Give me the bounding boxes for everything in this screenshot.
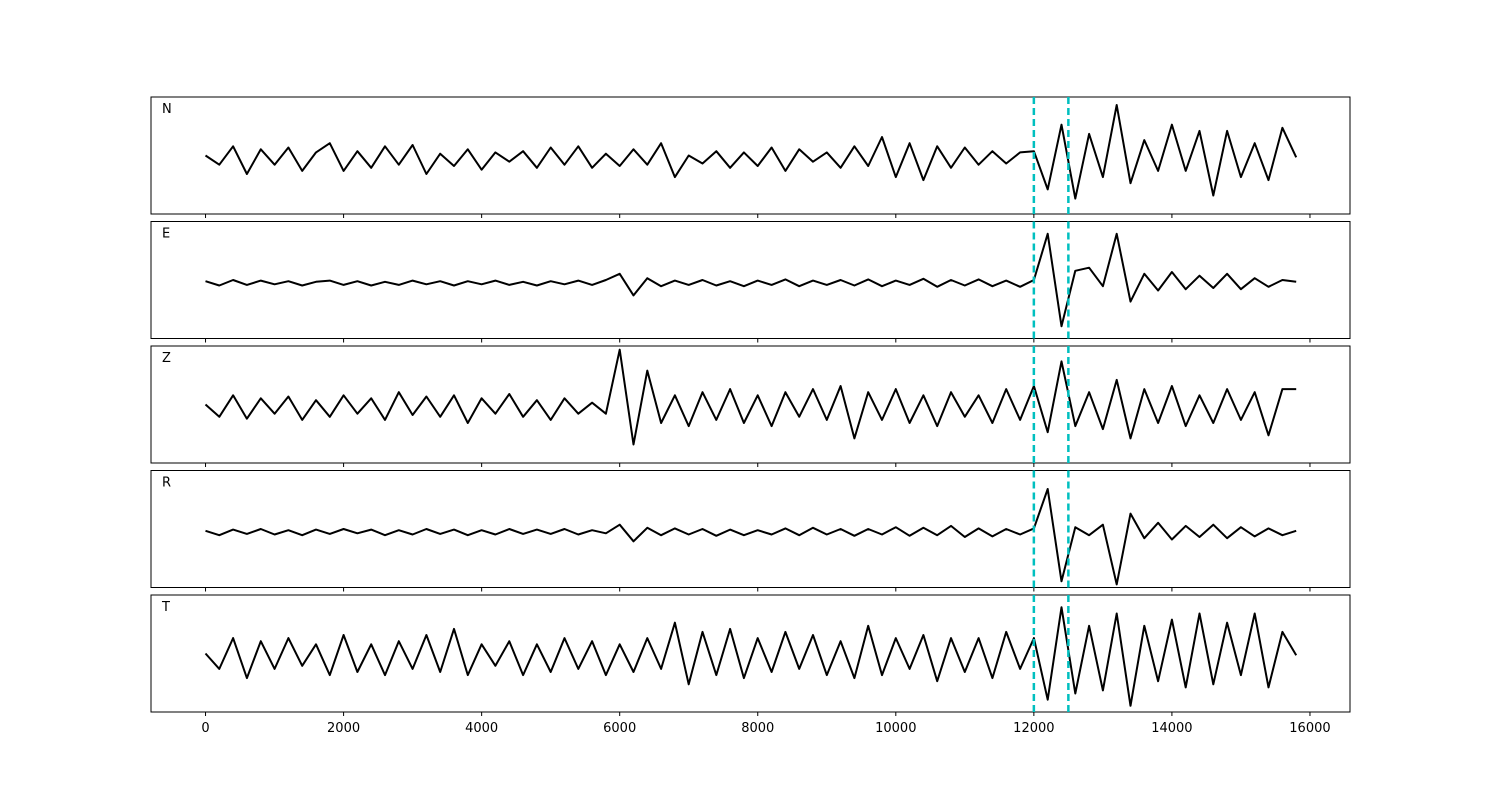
x-tick-label: 16000	[1289, 721, 1330, 736]
panel-frame	[150, 470, 1351, 588]
trace	[204, 606, 1298, 707]
panel-label: N	[162, 102, 172, 117]
trace	[205, 232, 1297, 328]
panel-frame	[150, 221, 1351, 339]
panel-label: E	[162, 227, 170, 242]
panel-label: R	[162, 476, 171, 491]
x-tick-label: 0	[201, 721, 209, 736]
trace	[205, 488, 1297, 586]
panel-frame	[150, 594, 1351, 713]
trace	[204, 104, 1298, 200]
panel-label: Z	[162, 351, 171, 366]
x-tick-label: 4000	[465, 721, 498, 736]
x-tick-label: 6000	[603, 721, 636, 736]
panel-frame	[150, 345, 1351, 464]
panel-label: T	[161, 600, 170, 615]
panel-frame	[150, 96, 1351, 215]
x-tick-label: 14000	[1151, 721, 1192, 736]
x-tick-label: 2000	[327, 721, 360, 736]
x-tick-label: 12000	[1013, 721, 1054, 736]
x-tick-label: 8000	[741, 721, 774, 736]
trace	[204, 348, 1297, 446]
x-tick-label: 10000	[875, 721, 916, 736]
